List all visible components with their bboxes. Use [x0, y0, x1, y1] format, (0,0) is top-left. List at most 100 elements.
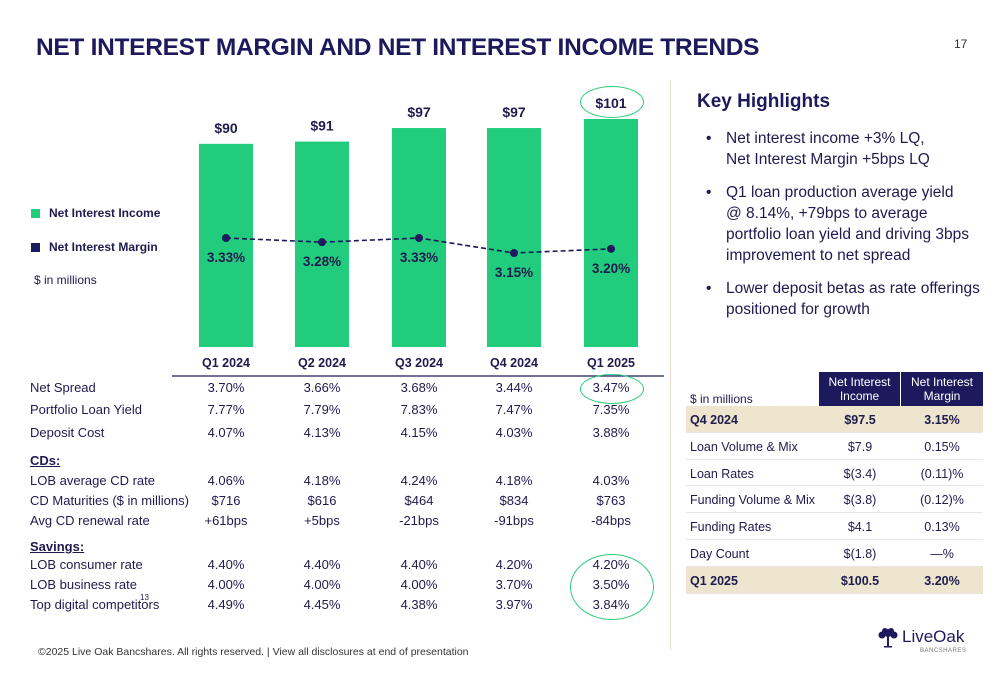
metrics-row-label: CD Maturities ($ in millions) — [30, 493, 189, 508]
bridge-row: Funding Rates $4.1 0.13% — [686, 513, 983, 540]
highlight-bullet: • Net interest income +3% LQ, Net Intere… — [706, 130, 930, 168]
bridge-nii-cell: $97.5 — [844, 413, 876, 427]
category-label: Q4 2024 — [490, 356, 538, 370]
metrics-cell: 4.49% — [207, 597, 245, 612]
metrics-cell: 4.18% — [303, 473, 341, 488]
bridge-nim-cell: 3.20% — [924, 573, 960, 588]
bridge-row: Funding Volume & Mix $(3.8) (0.12)% — [686, 486, 983, 514]
metrics-cell: 4.40% — [303, 557, 341, 572]
page-title: NET INTEREST MARGIN AND NET INTEREST INC… — [36, 34, 760, 61]
bridge-nii-cell: $(3.8) — [843, 493, 877, 508]
bridge-units: $ in millions — [690, 392, 753, 406]
bridge-nim-cell: 0.15% — [924, 439, 960, 454]
legend-label-nii: Net Interest Income — [49, 206, 161, 220]
metrics-cell: 4.40% — [400, 557, 438, 572]
nii-nim-bridge-table: $ in millions Net Interest Income Net In… — [686, 372, 983, 594]
metrics-cell: $834 — [499, 493, 529, 508]
metrics-cell: 3.44% — [495, 380, 533, 395]
metrics-cell: 4.03% — [592, 473, 630, 488]
metrics-row-label: Net Spread — [30, 380, 96, 395]
nii-bar-label: $97 — [502, 104, 526, 120]
category-label: Q3 2024 — [395, 356, 443, 370]
highlights-title: Key Highlights — [697, 91, 831, 112]
metrics-cell: 4.40% — [207, 557, 245, 572]
page-number: 17 — [954, 37, 968, 51]
oak-tree-icon — [878, 628, 898, 648]
bridge-nii-cell: $100.5 — [840, 573, 880, 588]
metrics-cell: 4.24% — [400, 473, 438, 488]
metrics-row-label: Top digital competitors — [30, 597, 160, 612]
nim-point — [510, 249, 518, 257]
metrics-cell: 4.00% — [207, 577, 245, 592]
metrics-cell: 3.70% — [495, 577, 533, 592]
bridge-row-label: Loan Volume & Mix — [690, 439, 798, 454]
nim-label: 3.33% — [207, 250, 245, 265]
metrics-cell: 4.13% — [303, 425, 341, 440]
metrics-cell: 3.97% — [495, 597, 533, 612]
metrics-cell: +5bps — [304, 513, 340, 528]
bridge-nii-cell: $7.9 — [847, 439, 873, 454]
logo-subtext: BANCSHARES — [920, 648, 967, 654]
nim-point — [415, 234, 423, 242]
bridge-nim-cell: —% — [930, 546, 954, 561]
metrics-cell: $464 — [404, 493, 434, 508]
bridge-row-label: Q4 2024 — [690, 413, 738, 427]
bridge-row-label: Loan Rates — [690, 466, 754, 481]
metrics-cell: 7.35% — [592, 402, 630, 417]
metrics-row-label: Deposit Cost — [30, 425, 105, 440]
metrics-cell: 3.66% — [303, 380, 341, 395]
bridge-row: Loan Rates $(3.4) (0.11)% — [686, 460, 983, 487]
metrics-cell: -91bps — [494, 513, 534, 528]
savings-header: Savings: — [30, 539, 85, 554]
nii-bar — [199, 143, 253, 347]
highlight-bullet: • Q1 loan production average yield @ 8.1… — [706, 184, 969, 264]
bridge-col-nii: Net Interest Income — [819, 372, 900, 406]
bridge-nim-cell: 0.13% — [924, 520, 960, 535]
cds-header: CDs: — [30, 453, 61, 468]
vertical-divider — [670, 80, 671, 650]
metrics-cell: 4.06% — [207, 473, 245, 488]
metrics-row-label: Avg CD renewal rate — [30, 513, 150, 528]
nim-label: 3.15% — [495, 265, 533, 280]
legend-swatch-nii — [31, 209, 40, 218]
metrics-cell: 3.84% — [592, 597, 630, 612]
bridge-row: Day Count $(1.8) —% — [686, 540, 983, 567]
metrics-cell: 4.38% — [400, 597, 438, 612]
nim-label: 3.20% — [592, 261, 630, 276]
bridge-row-label: Funding Rates — [690, 520, 772, 535]
metrics-cell: 4.45% — [303, 597, 341, 612]
nii-bar-label: $90 — [214, 120, 238, 136]
highlight-bullet: • Lower deposit betas as rate offerings … — [706, 280, 980, 318]
metrics-cell: +61bps — [204, 513, 248, 528]
nii-bar — [487, 128, 541, 347]
metrics-row-label: LOB consumer rate — [30, 557, 143, 572]
metrics-cell: 4.15% — [400, 425, 438, 440]
metrics-cell: 4.20% — [592, 557, 630, 572]
bridge-nim-cell: 3.15% — [924, 413, 960, 427]
metrics-cell: 7.77% — [207, 402, 245, 417]
footnote-ref: 13 — [140, 593, 149, 602]
metrics-cell: -21bps — [399, 513, 439, 528]
highlights-list: • Net interest income +3% LQ, Net Intere… — [706, 128, 986, 332]
metrics-cell: 3.70% — [207, 380, 245, 395]
nim-point — [222, 234, 230, 242]
liveoak-logo: LiveOak BANCSHARES — [876, 627, 966, 654]
metrics-cell: -84bps — [591, 513, 631, 528]
bridge-row: Q1 2025 $100.5 3.20% — [686, 566, 983, 594]
bridge-nii-cell: $(3.4) — [843, 466, 877, 481]
bridge-nii-cell: $4.1 — [847, 520, 873, 535]
metrics-cell: 7.47% — [495, 402, 533, 417]
nii-bar-label: $97 — [407, 104, 431, 120]
nim-point — [318, 238, 326, 247]
metrics-cell: 3.68% — [400, 380, 438, 395]
metrics-cell: 4.00% — [400, 577, 438, 592]
nim-label: 3.33% — [400, 250, 438, 265]
metrics-cell: 3.88% — [592, 425, 630, 440]
bridge-row: Loan Volume & Mix $7.9 0.15% — [686, 433, 983, 460]
highlight-circle-savings — [570, 554, 654, 620]
metrics-cell: 4.00% — [303, 577, 341, 592]
metrics-cell: 3.50% — [592, 577, 630, 592]
highlight-circle-net-spread — [580, 374, 644, 404]
nim-point — [607, 244, 615, 253]
